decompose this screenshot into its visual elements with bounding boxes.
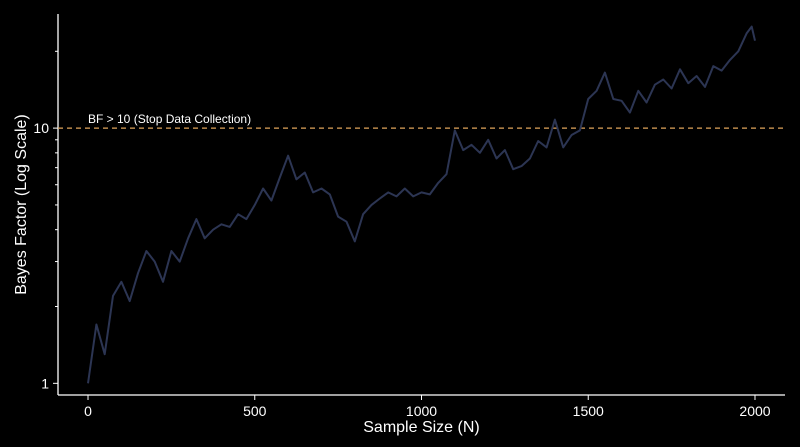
threshold-label: BF > 10 (Stop Data Collection) [88,112,251,126]
y-tick-label: 1 [41,375,49,391]
x-tick-label: 2000 [739,403,770,419]
series [87,25,756,384]
y-axis-title: Bayes Factor (Log Scale) [13,114,30,295]
y-tick-label: 10 [33,120,49,136]
series-line [87,25,756,384]
threshold: BF > 10 (Stop Data Collection) [58,112,785,129]
x-tick-label: 500 [243,403,267,419]
ticks: 0 500 1000 1500 2000 1 10 [33,50,771,419]
axes [57,14,785,396]
x-tick-label: 1000 [406,403,437,419]
x-tick-label: 1500 [573,403,604,419]
x-tick-label: 0 [84,403,92,419]
x-axis-title: Sample Size (N) [363,419,479,436]
